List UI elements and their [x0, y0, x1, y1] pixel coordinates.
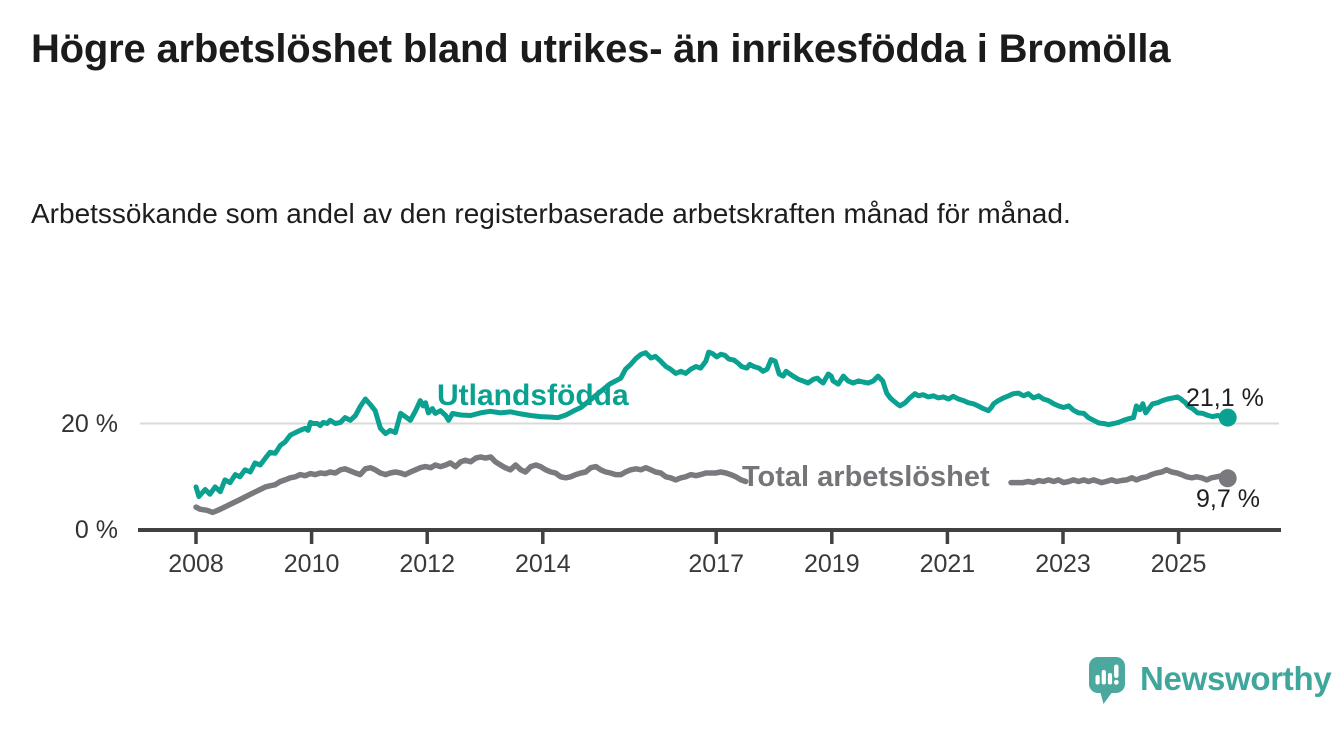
x-tick-label-2025: 2025 [1150, 550, 1207, 578]
x-tick-label-2023: 2023 [1035, 550, 1091, 578]
newsworthy-logo: Newsworthy [1088, 656, 1332, 706]
y-tick-label: 0 % [74, 516, 118, 544]
speech-bubble-bar-chart-icon [1089, 657, 1125, 704]
x-axis-ticks [194, 530, 1181, 544]
newsworthy-brand-text: Newsworthy [1140, 660, 1332, 697]
x-tick-label-2012: 2012 [399, 550, 455, 578]
x-tick-label-2010: 2010 [283, 550, 340, 578]
data-lines [193, 349, 1231, 516]
chart-subtitle: Arbetssökande som andel av den registerb… [31, 198, 1071, 229]
x-tick-label-2019: 2019 [803, 550, 860, 578]
series-label-utlandsfodda: Utlandsfödda [437, 379, 629, 412]
x-tick-label-2014: 2014 [514, 550, 571, 578]
y-tick-label: 20 % [61, 409, 118, 438]
series-end-dots [1218, 408, 1237, 488]
x-tick-label-2021: 2021 [919, 550, 976, 578]
end-value-label-utlandsfodda: 21,1 % [1186, 384, 1264, 412]
x-tick-label-2017: 2017 [688, 550, 744, 578]
line-total-arbetsloshet [1008, 467, 1231, 486]
line-total-arbetsloshet [193, 454, 749, 516]
series-label-total-arbetsloshet: Total arbetslöshet [742, 461, 990, 493]
x-tick-label-2008: 2008 [168, 550, 224, 578]
end-value-label-total: 9,7 % [1196, 485, 1260, 513]
line-utlandsfodda [193, 349, 1231, 499]
page-title: Högre arbetslöshet bland utrikes- än inr… [31, 27, 1171, 71]
